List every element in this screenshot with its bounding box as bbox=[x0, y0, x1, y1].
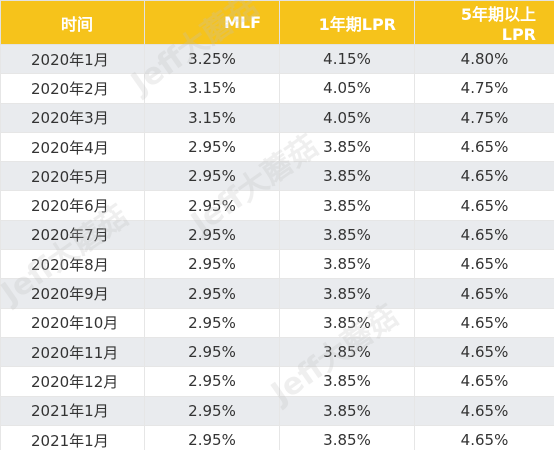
lpr-5y-cell: 4.65% bbox=[414, 366, 554, 397]
table-row: 2020年6月 2.95% 3.85% 4.65% bbox=[0, 190, 554, 221]
lpr-1y-cell: 4.15% bbox=[279, 43, 415, 75]
table-body: 2020年1月 3.25% 4.15% 4.80% 2020年2月 3.15% 4.05% 4… bbox=[0, 43, 554, 450]
table-row: 2020年2月 3.15% 4.05% 4.75% bbox=[0, 73, 554, 104]
lpr-5y-cell: 4.65% bbox=[414, 249, 554, 280]
table-row: 2020年3月 3.15% 4.05% 4.75% bbox=[0, 102, 554, 133]
table-row: 2020年5月 2.95% 3.85% 4.65% bbox=[0, 161, 554, 192]
column-header-time: 时间 bbox=[0, 0, 145, 45]
lpr-1y-cell: 3.85% bbox=[279, 336, 415, 368]
lpr-1y-cell: 3.85% bbox=[279, 190, 415, 221]
table-row: 2020年11月 2.95% 3.85% 4.65% bbox=[0, 336, 554, 368]
table-row: 2020年10月 2.95% 3.85% 4.65% bbox=[0, 307, 554, 338]
lpr-5y-cell: 4.65% bbox=[414, 161, 554, 192]
table-row: 2020年12月 2.95% 3.85% 4.65% bbox=[0, 366, 554, 397]
mlf-cell: 2.95% bbox=[144, 424, 280, 450]
lpr-1y-cell: 3.85% bbox=[279, 161, 415, 192]
lpr-1y-cell: 3.85% bbox=[279, 249, 415, 280]
date-cell: 2021年1月 bbox=[0, 424, 145, 450]
lpr-5y-cell: 4.75% bbox=[414, 102, 554, 133]
table-row: 2020年7月 2.95% 3.85% 4.65% bbox=[0, 219, 554, 251]
date-cell: 2020年11月 bbox=[0, 336, 145, 368]
lpr-1y-cell: 3.85% bbox=[279, 131, 415, 163]
mlf-cell: 3.15% bbox=[144, 73, 280, 104]
mlf-cell: 2.95% bbox=[144, 366, 280, 397]
lpr-5y-cell: 4.65% bbox=[414, 278, 554, 309]
mlf-cell: 2.95% bbox=[144, 219, 280, 251]
date-cell: 2020年5月 bbox=[0, 161, 145, 192]
lpr-5y-cell: 4.65% bbox=[414, 424, 554, 450]
date-cell: 2020年2月 bbox=[0, 73, 145, 104]
lpr-1y-cell: 3.85% bbox=[279, 424, 415, 450]
date-cell: 2020年4月 bbox=[0, 131, 145, 163]
date-cell: 2020年6月 bbox=[0, 190, 145, 221]
table-header: 时间 MLF 1年期LPR 5年期以上LPR bbox=[0, 0, 554, 45]
lpr-5y-cell: 4.80% bbox=[414, 43, 554, 75]
lpr-5y-cell: 4.65% bbox=[414, 307, 554, 338]
mlf-cell: 3.25% bbox=[144, 43, 280, 75]
date-cell: 2020年8月 bbox=[0, 249, 145, 280]
date-cell: 2020年7月 bbox=[0, 219, 145, 251]
lpr-5y-cell: 4.65% bbox=[414, 336, 554, 368]
table-row: 2020年9月 2.95% 3.85% 4.65% bbox=[0, 278, 554, 309]
lpr-5y-cell: 4.65% bbox=[414, 131, 554, 163]
header-row: 时间 MLF 1年期LPR 5年期以上LPR bbox=[0, 0, 554, 45]
date-cell: 2020年3月 bbox=[0, 102, 145, 133]
date-cell: 2020年10月 bbox=[0, 307, 145, 338]
mlf-cell: 2.95% bbox=[144, 190, 280, 221]
date-cell: 2020年12月 bbox=[0, 366, 145, 397]
mlf-cell: 2.95% bbox=[144, 395, 280, 426]
lpr-1y-cell: 3.85% bbox=[279, 307, 415, 338]
column-header-mlf: MLF bbox=[144, 0, 280, 45]
lpr-1y-cell: 3.85% bbox=[279, 278, 415, 309]
mlf-cell: 2.95% bbox=[144, 161, 280, 192]
table-row: 2020年8月 2.95% 3.85% 4.65% bbox=[0, 249, 554, 280]
column-header-1y-lpr: 1年期LPR bbox=[279, 0, 415, 45]
date-cell: 2020年1月 bbox=[0, 43, 145, 75]
column-header-5y-lpr: 5年期以上LPR bbox=[414, 0, 554, 45]
table-row: 2021年1月 2.95% 3.85% 4.65% bbox=[0, 395, 554, 426]
mlf-cell: 2.95% bbox=[144, 336, 280, 368]
lpr-1y-cell: 4.05% bbox=[279, 102, 415, 133]
mlf-cell: 3.15% bbox=[144, 102, 280, 133]
table-row: 2020年1月 3.25% 4.15% 4.80% bbox=[0, 43, 554, 75]
lpr-5y-cell: 4.65% bbox=[414, 219, 554, 251]
lpr-5y-cell: 4.65% bbox=[414, 190, 554, 221]
lpr-1y-cell: 3.85% bbox=[279, 366, 415, 397]
lpr-5y-cell: 4.75% bbox=[414, 73, 554, 104]
mlf-cell: 2.95% bbox=[144, 278, 280, 309]
table-row: 2021年1月 2.95% 3.85% 4.65% bbox=[0, 424, 554, 450]
table-row: 2020年4月 2.95% 3.85% 4.65% bbox=[0, 131, 554, 163]
lpr-5y-cell: 4.65% bbox=[414, 395, 554, 426]
date-cell: 2020年9月 bbox=[0, 278, 145, 309]
lpr-1y-cell: 3.85% bbox=[279, 395, 415, 426]
lpr-1y-cell: 3.85% bbox=[279, 219, 415, 251]
mlf-cell: 2.95% bbox=[144, 249, 280, 280]
mlf-cell: 2.95% bbox=[144, 307, 280, 338]
mlf-cell: 2.95% bbox=[144, 131, 280, 163]
date-cell: 2021年1月 bbox=[0, 395, 145, 426]
lpr-1y-cell: 4.05% bbox=[279, 73, 415, 104]
